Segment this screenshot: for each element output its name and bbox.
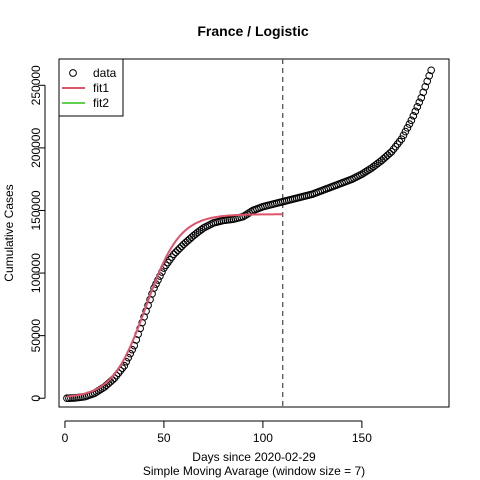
data-point xyxy=(239,212,247,221)
data-point xyxy=(197,225,206,234)
x-axis-subtitle: Simple Moving Avarage (window size = 7) xyxy=(143,464,365,478)
data-point xyxy=(364,166,372,175)
data-point xyxy=(185,235,194,243)
data-point xyxy=(383,151,392,159)
data-point xyxy=(385,149,394,158)
data-point xyxy=(175,244,184,253)
data-point xyxy=(401,127,410,136)
data-point xyxy=(421,82,430,91)
data-point xyxy=(409,112,418,120)
fit-lines xyxy=(66,213,283,398)
data-point xyxy=(362,167,370,176)
y-tick-label: 50000 xyxy=(29,319,43,353)
data-point xyxy=(173,246,182,255)
data-point xyxy=(425,71,434,80)
data-point xyxy=(387,147,396,156)
legend-data-marker xyxy=(69,69,77,77)
data-point xyxy=(411,107,420,116)
data-point xyxy=(389,145,398,153)
data-point xyxy=(395,137,404,146)
data-point xyxy=(415,98,424,107)
legend-fit2-label: fit2 xyxy=(93,96,109,110)
data-point xyxy=(391,142,400,151)
data-point xyxy=(181,238,190,247)
data-point xyxy=(419,88,428,97)
fit1-line xyxy=(66,213,283,398)
data-point xyxy=(393,140,402,148)
data-point xyxy=(413,103,422,111)
data-point xyxy=(403,124,412,132)
data-point xyxy=(417,94,426,102)
data-point xyxy=(170,250,178,259)
y-axis: 0 50000 100000 150000 200000 250000 xyxy=(29,65,46,402)
data-points xyxy=(63,66,435,403)
data-point xyxy=(172,248,180,257)
y-tick-label: 250000 xyxy=(29,65,43,105)
legend-data-label: data xyxy=(93,66,117,80)
chart-title: France / Logistic xyxy=(197,23,308,39)
data-point xyxy=(183,236,192,245)
data-point xyxy=(381,153,390,161)
data-point xyxy=(245,209,253,217)
y-tick-label: 200000 xyxy=(29,128,43,168)
legend-fit1-label: fit1 xyxy=(93,81,109,95)
plot-frame xyxy=(58,58,450,408)
x-axis-label: Days since 2020-02-29 xyxy=(192,450,316,464)
legend: data fit1 fit2 xyxy=(58,58,124,117)
y-tick-label: 100000 xyxy=(29,253,43,293)
y-tick-label: 150000 xyxy=(29,190,43,230)
x-tick-label: 100 xyxy=(253,431,273,445)
data-point xyxy=(360,169,368,177)
x-tick-label: 150 xyxy=(352,431,372,445)
data-point xyxy=(366,165,374,173)
data-point xyxy=(423,77,432,86)
x-tick-label: 0 xyxy=(62,431,69,445)
data-point xyxy=(358,170,366,178)
data-point xyxy=(177,242,186,251)
data-point xyxy=(427,66,435,75)
x-axis: 0 50 100 150 xyxy=(62,420,372,445)
y-tick-label: 0 xyxy=(29,395,43,402)
data-point xyxy=(405,120,414,128)
x-tick-label: 50 xyxy=(157,431,171,445)
data-point xyxy=(397,135,406,143)
data-point xyxy=(399,131,408,140)
y-axis-label: Cumulative Cases xyxy=(2,184,16,281)
data-point xyxy=(407,116,416,125)
